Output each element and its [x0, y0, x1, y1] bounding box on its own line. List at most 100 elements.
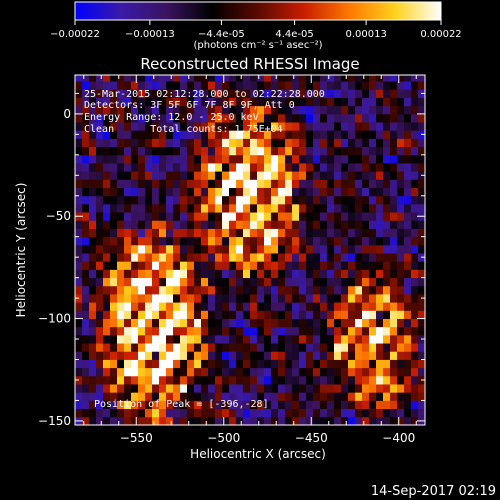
heatmap-cell [334, 244, 342, 254]
heatmap-cell [159, 220, 167, 229]
heatmap-cell [173, 122, 181, 131]
heatmap-cell [187, 203, 195, 213]
heatmap-cell [103, 138, 111, 148]
heatmap-cell [124, 220, 132, 229]
heatmap-cell [362, 81, 370, 90]
heatmap-cell [208, 277, 216, 287]
colorbar-ticks: −0.00022 −0.00013 −4.4e-05 4.4e-05 0.00013 0.… [50, 20, 462, 40]
heatmap-cell [75, 359, 83, 369]
heatmap-cell [229, 138, 237, 148]
heatmap-cell [222, 163, 230, 172]
heatmap-cell [404, 105, 412, 115]
heatmap-cell [82, 154, 90, 164]
heatmap-cell [110, 89, 118, 98]
heatmap-cell [145, 269, 153, 279]
heatmap-cell [292, 294, 300, 303]
heatmap-cell [369, 81, 377, 90]
heatmap-cell [124, 203, 132, 213]
heatmap-cell [138, 81, 146, 90]
heatmap-cell [159, 163, 167, 172]
heatmap-cell [278, 334, 286, 344]
heatmap-cell [229, 187, 237, 197]
heatmap-cell [250, 285, 258, 295]
heatmap-cell [334, 212, 342, 221]
heatmap-cell [110, 269, 118, 279]
heatmap-cell [117, 113, 125, 123]
heatmap-cell [124, 302, 132, 311]
heatmap-cell [180, 195, 188, 205]
heatmap-cell [362, 187, 370, 197]
heatmap-cell [243, 359, 251, 369]
heatmap-cell [362, 392, 370, 401]
heatmap-cell [166, 75, 174, 82]
heatmap-cell [215, 384, 223, 393]
heatmap-cell [250, 113, 258, 123]
heatmap-cell [187, 81, 195, 90]
heatmap-cell [411, 154, 419, 164]
heatmap-cell [194, 138, 202, 148]
heatmap-cell [194, 408, 202, 418]
heatmap-cell [327, 130, 335, 139]
heatmap-cell [215, 195, 223, 205]
heatmap-cell [348, 113, 356, 123]
heatmap-cell [117, 269, 125, 279]
heatmap-cell [285, 113, 293, 123]
heatmap-cell [341, 326, 349, 336]
heatmap-cell [390, 195, 398, 205]
heatmap-cell [271, 97, 279, 107]
heatmap-cell [236, 359, 244, 369]
heatmap-cell [376, 146, 384, 156]
heatmap-cell [285, 89, 293, 98]
heatmap-cell [194, 384, 202, 393]
heatmap-cell [96, 392, 104, 401]
heatmap-cell [215, 163, 223, 172]
heatmap-cell [110, 130, 118, 139]
heatmap-cell [82, 146, 90, 156]
heatmap-cell [418, 179, 425, 188]
heatmap-cell [138, 179, 146, 188]
heatmap-cell [306, 212, 314, 221]
heatmap-cell [327, 384, 335, 393]
heatmap-cell [341, 285, 349, 295]
heatmap-cell [131, 375, 139, 385]
heatmap-cell [229, 203, 237, 213]
heatmap-cell [243, 285, 251, 295]
heatmap-cell [313, 154, 321, 164]
heatmap-cell [103, 367, 111, 377]
heatmap-cell [117, 171, 125, 180]
heatmap-cell [355, 163, 363, 172]
heatmap-cell [82, 113, 90, 123]
heatmap-cell [383, 359, 391, 369]
heatmap-cell [89, 236, 97, 246]
heatmap-cell [264, 400, 272, 410]
heatmap-cell [75, 269, 83, 279]
heatmap-cell [299, 375, 307, 385]
heatmap-cell [152, 326, 160, 336]
heatmap-cell [187, 269, 195, 279]
heatmap-cell [341, 367, 349, 377]
heatmap-cell [341, 318, 349, 328]
heatmap-cell [222, 359, 230, 369]
heatmap-cell [236, 179, 244, 188]
heatmap-cell [229, 179, 237, 188]
heatmap-cell [278, 343, 286, 352]
heatmap-cell [89, 384, 97, 393]
heatmap-cell [243, 294, 251, 303]
heatmap-cell [215, 253, 223, 262]
heatmap-cell [89, 195, 97, 205]
heatmap-cell [320, 244, 328, 254]
heatmap-cell [131, 253, 139, 262]
heatmap-cell [187, 187, 195, 197]
heatmap-cell [236, 400, 244, 410]
heatmap-cell [383, 220, 391, 229]
heatmap-cell [243, 97, 251, 107]
heatmap-cell [292, 75, 300, 82]
heatmap-cell [271, 351, 279, 360]
heatmap-cell [180, 122, 188, 131]
heatmap-cell [355, 244, 363, 254]
heatmap-cell [299, 122, 307, 131]
heatmap-cell [131, 326, 139, 336]
heatmap-cell [243, 236, 251, 246]
heatmap-cell [124, 105, 132, 115]
heatmap-cell [264, 392, 272, 401]
